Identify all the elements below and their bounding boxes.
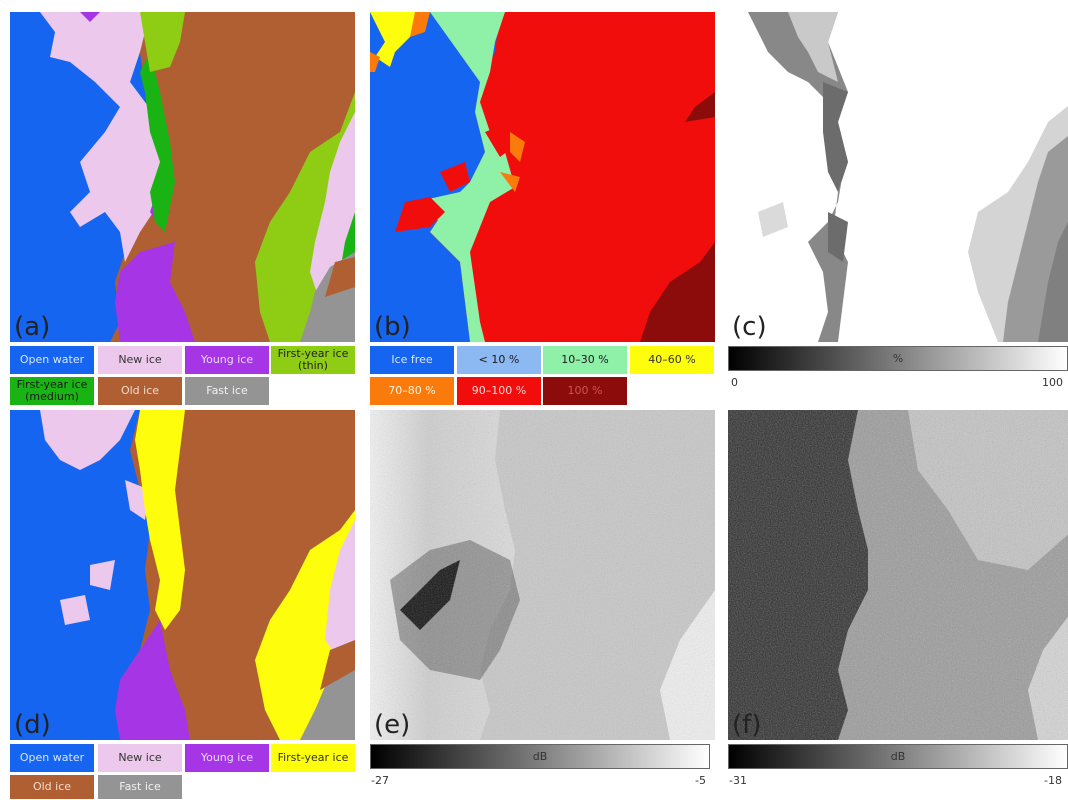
colorbar-f: dB [728,744,1068,769]
legend-70-80: 70–80 % [370,377,454,405]
panel-label: (d) [14,710,51,740]
legend-90-100: 90–100 % [457,377,541,405]
legend-first-year-ice-thin: First-year ice (thin) [271,346,355,374]
colorbar-c: % [728,346,1068,371]
panel-d-stage-of-development-map: (d) [10,410,355,740]
panel-f-sar-image-hv: (f) [728,410,1068,740]
panel-label: (c) [732,312,767,342]
legend-40-60: 40–60 % [630,346,714,374]
panel-a-stage-of-development-map: (a) [10,12,355,342]
legend-open-water: Open water [10,346,94,374]
panel-label: (a) [14,312,51,342]
legend-100: 100 % [543,377,627,405]
panel-c-grayscale-concentration-map: (c) [728,12,1068,342]
colorbar-c-max: 100 [1042,376,1063,389]
legend-open-water: Open water [10,744,94,772]
legend-young-ice: Young ice [185,744,269,772]
colorbar-e-label: dB [532,750,548,763]
legend-10-30: 10–30 % [543,346,627,374]
colorbar-e: dB [370,744,710,769]
colorbar-f-min: -31 [729,774,747,787]
colorbar-c-min: 0 [731,376,738,389]
panel-b-concentration-map: (b) [370,12,715,342]
legend-old-ice: Old ice [10,775,94,799]
legend-fast-ice: Fast ice [98,775,182,799]
panel-label: (b) [374,312,411,342]
legend-new-ice: New ice [98,346,182,374]
legend-young-ice: Young ice [185,346,269,374]
colorbar-f-max: -18 [1044,774,1062,787]
panel-label: (f) [732,710,762,740]
colorbar-f-label: dB [890,750,906,763]
legend-first-year-ice-medium: First-year ice (medium) [10,377,94,405]
legend-lt-10: < 10 % [457,346,541,374]
legend-new-ice: New ice [98,744,182,772]
colorbar-c-label: % [892,352,904,365]
panel-label: (e) [374,710,411,740]
legend-fast-ice: Fast ice [185,377,269,405]
colorbar-e-min: -27 [371,774,389,787]
panel-e-sar-image-hh: (e) [370,410,715,740]
colorbar-e-max: -5 [695,774,706,787]
legend-first-year-ice: First-year ice [271,744,355,772]
legend-old-ice: Old ice [98,377,182,405]
legend-ice-free: Ice free [370,346,454,374]
